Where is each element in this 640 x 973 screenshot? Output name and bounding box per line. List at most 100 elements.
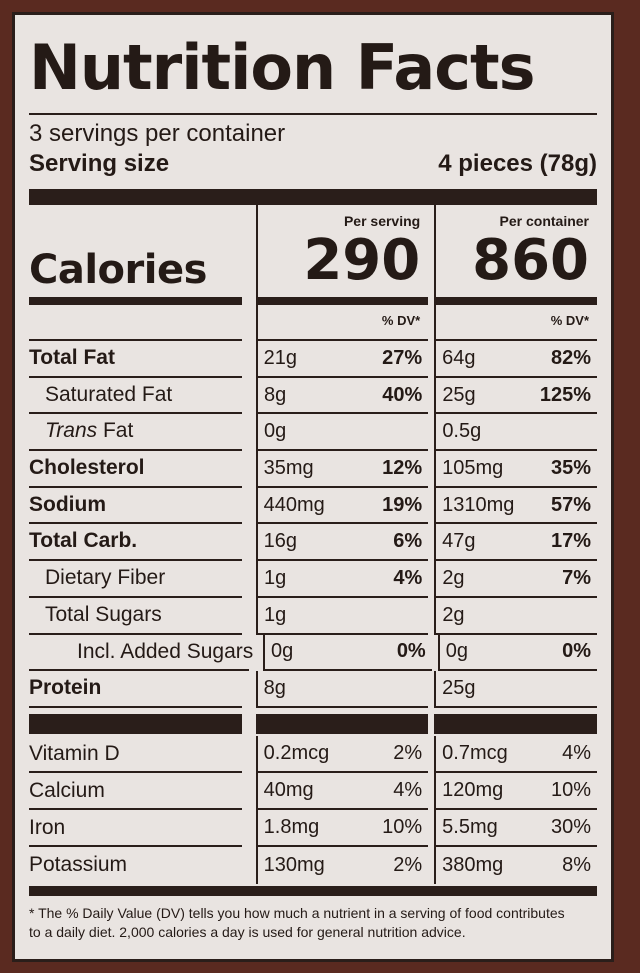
serving-amount: 21g [263,346,298,369]
vitamin-name: Iron [29,810,242,847]
serving-amount: 35mg [263,456,314,479]
nutrient-name: Total Fat [29,341,242,378]
separator-bar-3 [434,713,597,734]
per-container-label: Per container [499,213,590,229]
container-dv: 82% [550,346,591,369]
container-amount: 25g [442,677,476,700]
nutrient-name: Sodium [29,488,242,525]
container-cell: 1310mg 57% [434,487,597,525]
container-dv: 0% [562,640,591,663]
serving-cell: 1.8mg 10% [255,809,429,847]
container-amount: 25g [442,383,476,406]
serving-size-row: Serving size 4 pieces (78g) [29,149,597,179]
container-cell: 47g 17% [434,524,597,562]
container-dv: 4% [562,741,591,764]
calories-per-serving: 290 [303,228,421,293]
vitamin-row: Potassium 130mg 2% 380mg 8% [29,846,597,884]
nutrient-name: Dietary Fiber [29,561,242,598]
calories-label: Calories [29,205,242,305]
serving-cell: 35mg 12% [255,451,429,488]
serving-size-label: Serving size [29,150,170,177]
serving-amount: 0g [271,640,294,663]
dv-header-serving: % DV* [255,305,429,341]
nutrient-name: Total Carb. [29,524,242,562]
nutrient-rows: Total Fat 21g 27% 64g 82% Saturated Fat 8g 40% 2… [29,341,597,708]
container-amount: 380mg [442,853,504,876]
container-amount: 2g [442,603,465,626]
serving-dv: 10% [382,815,423,838]
serving-cell: 0g 0% [263,634,432,672]
nutrient-row: Total Fat 21g 27% 64g 82% [29,341,597,378]
container-dv: 35% [550,456,591,479]
serving-amount: 8g [263,677,286,700]
serving-amount: 0g [263,420,287,443]
vitamin-rows: Vitamin D 0.2mcg 2% 0.7mcg 4% Calcium 40mg 4% 12… [29,735,597,884]
nutrient-row: Protein 8g 25g [29,671,597,708]
container-cell: 0.5g [434,414,597,452]
container-cell: 25g 125% [434,377,597,415]
nutrient-name: Incl. Added Sugars [29,635,253,672]
nutrient-name-italic: Trans [45,419,98,443]
per-serving-column-header: Per serving 290 [255,205,429,305]
serving-amount: 1g [263,603,287,626]
serving-dv: 4% [393,778,423,801]
container-dv: 8% [562,853,591,876]
container-amount: 64g [442,346,476,369]
serving-dv: 40% [382,383,423,406]
container-cell: 120mg 10% [434,772,597,810]
per-container-column-header: Per container 860 [434,205,598,305]
container-amount: 47g [442,530,476,553]
nutrient-name: Total Sugars [29,598,242,635]
serving-amount: 130mg [263,853,325,876]
container-amount: 1310mg [442,493,515,516]
dv-header-container: % DV* [434,305,598,341]
calories-row: Calories Per serving 290 Per container 8… [29,205,598,305]
serving-dv: 2% [393,853,423,876]
container-dv: 17% [550,530,591,553]
serving-amount: 1.8mg [263,815,320,838]
vitamin-row: Iron 1.8mg 10% 5.5mg 30% [29,809,597,847]
dv-header-row: % DV* % DV* [29,305,598,341]
serving-dv: 2% [393,741,423,764]
container-cell: 64g 82% [434,341,597,378]
servings-per-container: 3 servings per container [29,120,286,147]
serving-dv: 27% [382,346,423,369]
vitamin-name: Potassium [29,852,128,876]
serving-size-value: 4 pieces (78g) [438,150,597,177]
bottom-divider [29,885,597,896]
serving-cell: 0g [255,414,429,452]
vitamin-name: Vitamin D [29,736,242,773]
nutrient-row: Cholesterol 35mg 12% 105mg 35% [29,451,597,488]
nutrient-row: Sodium 440mg 19% 1310mg 57% [29,487,597,525]
nutrient-name: Protein [29,671,242,708]
container-cell: 105mg 35% [434,451,597,488]
serving-amount: 16g [263,530,298,553]
container-amount: 0.5g [442,420,482,443]
container-dv: 7% [562,566,591,589]
serving-dv: 0% [396,640,426,663]
serving-cell: 1g [255,597,429,635]
separator-bar-2 [256,713,429,734]
serving-dv: 19% [382,493,423,516]
container-amount: 2g [442,566,465,589]
vitamin-row: Calcium 40mg 4% 120mg 10% [29,772,597,810]
serving-cell: 8g 40% [255,377,429,415]
nutrient-row: Incl. Added Sugars 0g 0% 0g 0% [29,634,597,672]
nutrient-name: Trans Fat [29,414,242,452]
serving-amount: 40mg [263,778,314,801]
serving-dv: 4% [393,566,423,589]
calories-per-container: 860 [472,228,590,293]
divider [29,113,597,115]
serving-amount: 1g [263,566,287,589]
nutrient-row: Total Sugars 1g 2g [29,597,597,635]
container-dv: 30% [550,815,591,838]
per-serving-label: Per serving [343,213,421,229]
nutrient-row: Trans Fat 0g 0.5g [29,414,597,452]
thick-divider [29,189,597,205]
container-amount: 105mg [442,456,504,479]
vitamin-name: Calcium [29,773,242,810]
serving-amount: 8g [263,383,287,406]
vitamin-row: Vitamin D 0.2mcg 2% 0.7mcg 4% [29,735,597,773]
nutrient-row: Dietary Fiber 1g 4% 2g 7% [29,561,597,598]
container-dv: 125% [539,383,591,406]
